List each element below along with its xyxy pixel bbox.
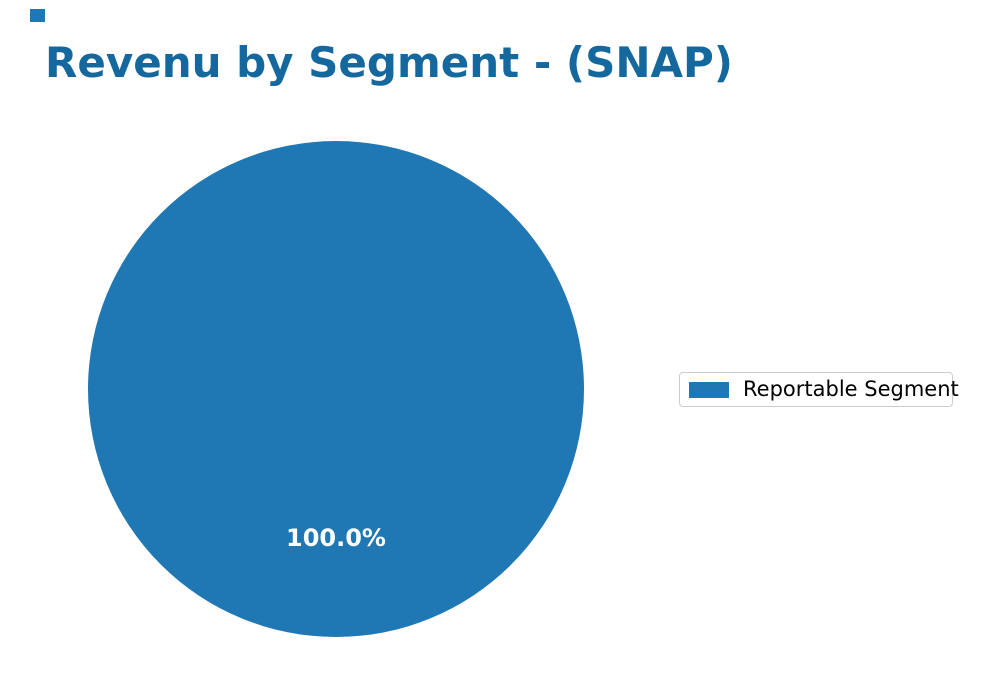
legend-swatch-icon [689, 381, 729, 398]
chart-title: Revenu by Segment - (SNAP) [45, 38, 733, 87]
pie-slice-reportable-segment [88, 141, 584, 637]
legend-label: Reportable Segment [743, 377, 959, 401]
pie-percentage-label: 100.0% [286, 524, 386, 552]
legend-box: Reportable Segment [679, 372, 959, 407]
corner-marker-square [30, 9, 45, 22]
